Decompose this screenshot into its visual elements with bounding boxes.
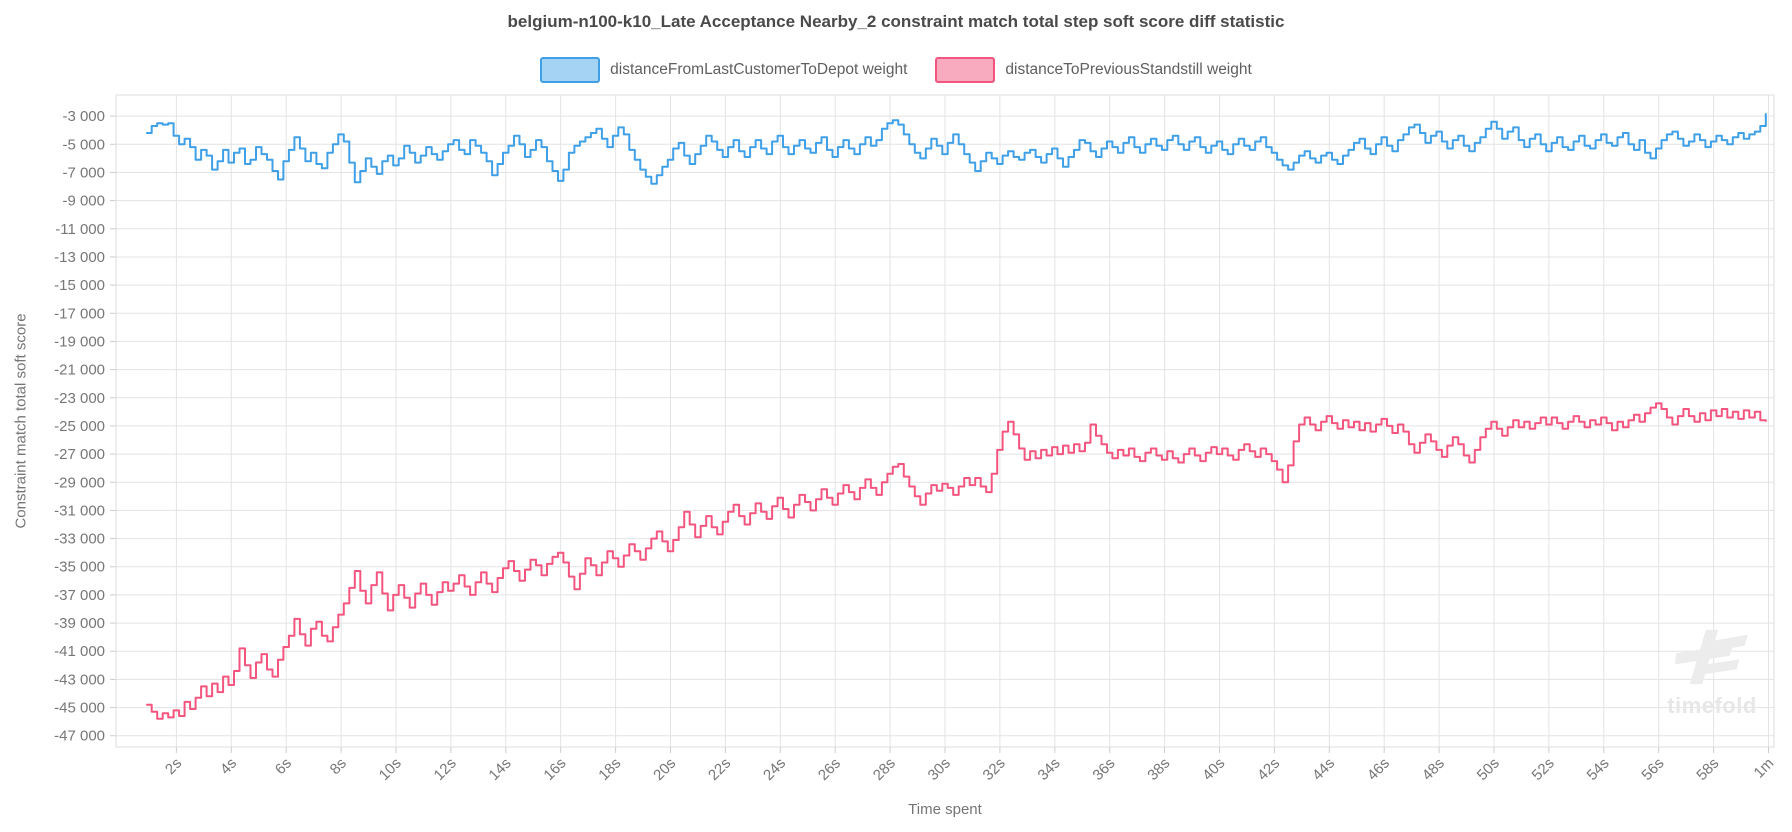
x-tick-label: 2s <box>162 755 185 778</box>
y-tick-label: -33 000 <box>54 531 105 548</box>
x-tick-label: 36s <box>1089 755 1118 784</box>
y-tick-label: -45 000 <box>54 700 105 717</box>
y-tick-label: -35 000 <box>54 559 105 576</box>
chart-title: belgium-n100-k10_Late Acceptance Nearby_… <box>507 12 1285 31</box>
x-tick-label: 44s <box>1309 755 1338 784</box>
y-tick-label: -23 000 <box>54 390 105 407</box>
x-tick-label: 8s <box>327 755 350 778</box>
x-tick-label: 32s <box>980 755 1009 784</box>
x-tick-label: 4s <box>217 755 240 778</box>
legend-swatch-pink <box>935 57 996 83</box>
series-line-1 <box>146 402 1767 720</box>
y-tick-label: -43 000 <box>54 671 105 688</box>
y-tick-label: -19 000 <box>54 333 105 350</box>
y-tick-label: -25 000 <box>54 418 105 435</box>
legend: distanceFromLastCustomerToDepot weight d… <box>0 57 1792 83</box>
y-tick-label: -5 000 <box>62 136 105 153</box>
x-tick-label: 20s <box>650 755 679 784</box>
y-tick-label: -3 000 <box>62 108 105 125</box>
x-tick-label: 18s <box>595 755 624 784</box>
x-tick-label: 56s <box>1638 755 1667 784</box>
x-tick-label: 22s <box>705 755 734 784</box>
y-tick-label: -29 000 <box>54 474 105 491</box>
legend-label: distanceToPreviousStandstill weight <box>1005 61 1252 78</box>
y-tick-label: -9 000 <box>62 193 105 210</box>
y-tick-label: -39 000 <box>54 615 105 632</box>
x-tick-label: 50s <box>1474 755 1503 784</box>
x-axis-title: Time spent <box>908 801 982 818</box>
y-tick-label: -41 000 <box>54 643 105 660</box>
x-tick-label: 10s <box>376 755 405 784</box>
x-tick-label: 28s <box>870 755 899 784</box>
x-tick-label: 46s <box>1364 755 1393 784</box>
x-tick-label: 30s <box>925 755 954 784</box>
x-tick-label: 1m <box>1751 755 1778 782</box>
x-tick-label: 24s <box>760 755 789 784</box>
y-tick-label: -15 000 <box>54 277 105 294</box>
x-tick-label: 34s <box>1035 755 1064 784</box>
legend-swatch-blue <box>540 57 601 83</box>
y-tick-label: -7 000 <box>62 164 105 181</box>
x-tick-label: 26s <box>815 755 844 784</box>
x-tick-label: 6s <box>272 755 295 778</box>
y-axis-title: Constraint match total soft score <box>12 313 30 529</box>
x-tick-label: 14s <box>485 755 514 784</box>
x-tick-label: 42s <box>1254 755 1283 784</box>
y-tick-label: -47 000 <box>54 728 105 745</box>
y-tick-label: -37 000 <box>54 587 105 604</box>
y-tick-label: -21 000 <box>54 362 105 379</box>
legend-label: distanceFromLastCustomerToDepot weight <box>610 61 908 78</box>
series-line-0 <box>146 113 1767 185</box>
y-tick-label: -31 000 <box>54 502 105 519</box>
legend-item-distance-from-last-customer[interactable]: distanceFromLastCustomerToDepot weight <box>540 57 907 83</box>
x-tick-label: 58s <box>1693 755 1722 784</box>
y-tick-label: -11 000 <box>55 221 105 238</box>
x-tick-label: 38s <box>1144 755 1173 784</box>
x-tick-label: 52s <box>1529 755 1558 784</box>
plot-border <box>115 94 1775 748</box>
x-tick-label: 54s <box>1584 755 1613 784</box>
y-tick-label: -13 000 <box>54 249 105 266</box>
x-tick-label: 16s <box>540 755 569 784</box>
y-tick-label: -27 000 <box>54 446 105 463</box>
x-tick-label: 48s <box>1419 755 1448 784</box>
x-tick-label: 40s <box>1199 755 1228 784</box>
x-tick-label: 12s <box>431 755 460 784</box>
legend-item-distance-to-previous-standstill[interactable]: distanceToPreviousStandstill weight <box>935 57 1252 83</box>
y-tick-label: -17 000 <box>54 305 105 322</box>
